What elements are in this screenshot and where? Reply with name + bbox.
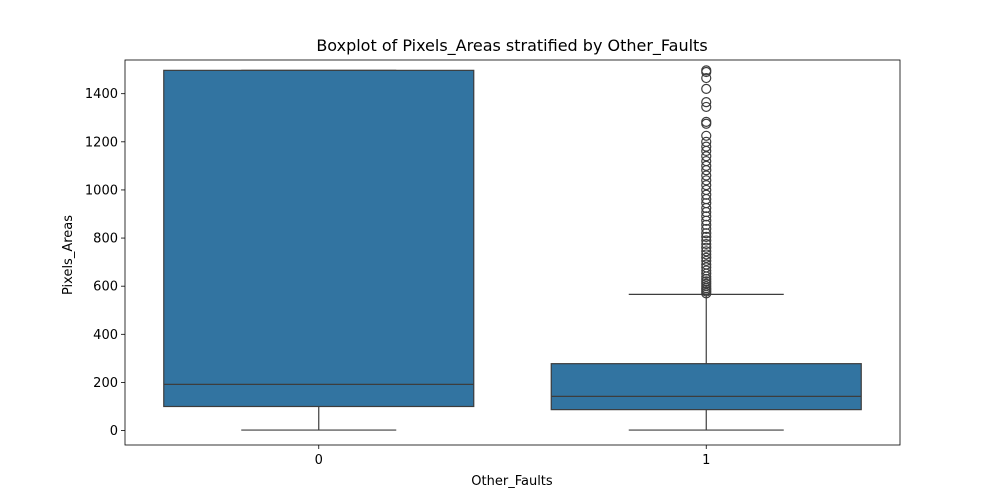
outlier-point: [701, 83, 712, 94]
y-tick-label: 1400: [85, 87, 118, 102]
outlier-point: [701, 281, 712, 292]
outlier-point: [701, 223, 712, 235]
y-tick-label: 200: [93, 376, 118, 391]
outlier-point: [701, 72, 712, 84]
box-0: [163, 69, 475, 408]
outlier-point: [701, 189, 712, 200]
outlier-point: [701, 235, 712, 246]
outlier-point: [701, 231, 712, 242]
y-tick-label: 800: [93, 232, 118, 247]
outlier-point: [701, 141, 712, 152]
outlier-point: [701, 265, 712, 276]
y-tick-label: 1000: [85, 183, 118, 198]
outlier-point: [701, 259, 712, 270]
chart-title: Boxplot of Pixels_Areas stratified by Ot…: [316, 36, 707, 56]
x-tick-label: 0: [315, 453, 323, 468]
outlier-point: [701, 130, 712, 141]
y-axis-label: Pixels_Areas: [61, 215, 76, 295]
outlier-point: [701, 116, 712, 127]
outlier-point: [701, 97, 712, 108]
outlier-point: [701, 246, 712, 257]
outlier-point: [701, 136, 712, 147]
y-tick-label: 1200: [85, 135, 118, 150]
plot-frame: [124, 59, 901, 446]
outlier-point: [701, 242, 712, 253]
y-tick-label: 600: [93, 280, 118, 295]
outlier-point: [701, 276, 712, 287]
outlier-point: [701, 155, 712, 167]
y-tick-label: 400: [93, 328, 118, 343]
outlier-point: [701, 255, 712, 267]
outlier-point: [701, 252, 712, 263]
outlier-point: [701, 175, 712, 186]
plot-area: 0 200 400 600 800 1000 1200 1400 0 1: [85, 59, 901, 468]
outlier-point: [701, 160, 712, 171]
outlier-point: [701, 180, 712, 191]
y-tick-label: 0: [110, 424, 118, 439]
box-1: [550, 363, 862, 411]
outlier-point: [701, 170, 712, 181]
outlier-point: [701, 238, 712, 250]
outlier-point: [701, 249, 712, 260]
outlier-point: [701, 184, 712, 196]
outlier-point: [701, 262, 712, 273]
x-axis-label: Other_Faults: [471, 474, 553, 489]
outlier-point: [701, 151, 712, 162]
x-tick-label: 1: [702, 453, 710, 468]
outlier-point: [701, 65, 712, 76]
outlier-point: [701, 278, 712, 289]
outlier-point: [701, 101, 712, 113]
